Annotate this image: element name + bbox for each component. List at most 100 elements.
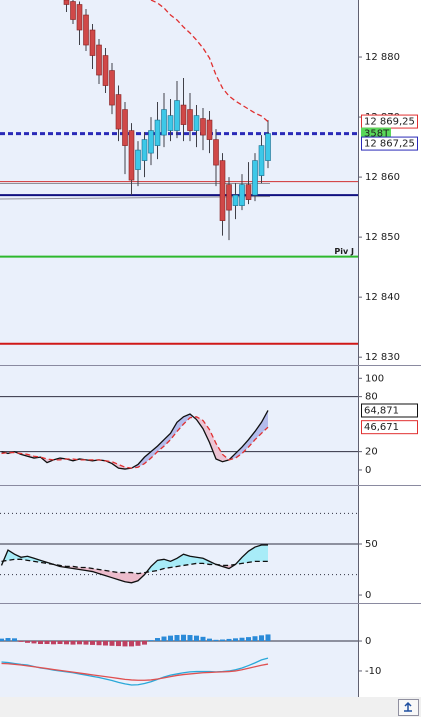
histogram-bar <box>12 638 17 642</box>
histogram-bar <box>83 641 89 645</box>
fill-band <box>255 545 262 562</box>
fill-band <box>157 439 164 452</box>
price-label-box <box>361 136 418 151</box>
series-line <box>150 0 269 123</box>
y-tick-label: 100 <box>365 373 384 384</box>
histogram-bar <box>64 641 69 645</box>
y-tick-label: -10 <box>365 666 381 677</box>
fill-band <box>235 447 242 459</box>
histogram-bar <box>77 641 82 645</box>
candle-body <box>187 109 193 131</box>
candle-body <box>122 109 128 146</box>
y-tick-label: 12 860 <box>365 172 400 183</box>
fill-band <box>157 559 164 571</box>
histogram-bar <box>38 641 43 645</box>
fill-band <box>261 410 268 434</box>
series-line <box>1 662 269 681</box>
fill-band <box>164 433 171 447</box>
histogram-bar <box>252 636 258 642</box>
candle-body <box>245 184 252 200</box>
candle-body <box>154 119 161 146</box>
price-label: 64,871 <box>364 405 399 416</box>
fill-band <box>144 451 151 464</box>
fill-band <box>190 556 197 565</box>
candle-body <box>76 4 83 31</box>
candle-body <box>239 184 245 206</box>
histogram-bar <box>213 639 219 642</box>
candle-body <box>83 14 89 46</box>
histogram-bar <box>109 641 115 646</box>
histogram-bar <box>220 639 225 642</box>
y-tick-label: 80 <box>365 392 378 403</box>
histogram-bar <box>259 635 264 642</box>
histogram-bar <box>148 640 154 642</box>
histogram-bar <box>51 641 56 645</box>
candle-body <box>135 149 141 170</box>
badge-box <box>361 127 391 140</box>
histogram-bar <box>142 641 147 645</box>
histogram-bar <box>103 641 108 646</box>
histogram-bar <box>44 641 50 645</box>
price-label-box <box>361 403 418 418</box>
histogram-bar <box>70 641 76 645</box>
histogram-bar <box>0 638 4 642</box>
candle-body <box>174 100 180 131</box>
histogram-bar <box>239 637 245 642</box>
histogram-bar <box>31 641 37 644</box>
histogram-bar <box>233 638 238 642</box>
candle-body <box>200 118 206 136</box>
histogram-bar <box>161 636 167 642</box>
candle-body <box>258 145 265 176</box>
histogram-bar <box>194 635 199 642</box>
histogram-bar <box>246 637 251 642</box>
histogram-bar <box>181 634 186 642</box>
candle-body <box>193 115 200 131</box>
histogram-bar <box>5 638 11 642</box>
candle-body <box>167 115 174 131</box>
fill-band <box>151 560 158 572</box>
price-label: 12 869,25 <box>364 117 415 128</box>
fill-band <box>203 558 210 565</box>
histogram-bar <box>129 641 134 647</box>
histogram-bar <box>226 638 232 642</box>
histogram-bar <box>265 634 271 642</box>
histogram-bar <box>122 641 128 647</box>
fill-band <box>118 572 125 582</box>
candle-body <box>96 44 102 76</box>
histogram-bar <box>90 641 95 645</box>
fill-band <box>177 416 184 432</box>
fill-band <box>131 572 138 583</box>
scroll-button[interactable] <box>398 699 419 716</box>
series-line <box>1 410 269 470</box>
y-tick-label: 12 830 <box>365 352 400 363</box>
candle-body <box>226 184 232 211</box>
candle-body <box>161 109 167 136</box>
fill-band <box>196 557 203 564</box>
candle-body <box>102 55 109 86</box>
button-icon <box>404 701 412 712</box>
fill-band <box>248 431 255 448</box>
histogram-bar <box>116 641 121 647</box>
fill-band <box>164 559 171 569</box>
y-tick-label: 12 850 <box>365 232 400 243</box>
price-label: 12 867,25 <box>364 139 415 150</box>
fill-band <box>242 439 249 454</box>
histogram-bar <box>207 638 212 642</box>
price-label: 46,671 <box>364 422 399 433</box>
candle-body <box>180 104 187 125</box>
fill-band <box>8 550 15 561</box>
fill-band <box>216 443 223 462</box>
histogram-bar <box>174 635 180 642</box>
fill-band <box>125 572 132 583</box>
histogram-bar <box>187 635 193 642</box>
y-tick-label: 0 <box>365 465 371 476</box>
fill-band <box>151 446 158 459</box>
level-label: Piv J <box>334 247 354 256</box>
y-tick-label: 12 880 <box>365 52 400 63</box>
y-tick-label: 50 <box>365 539 378 550</box>
candle-body <box>70 1 76 20</box>
candle-body <box>141 139 148 161</box>
candle-body <box>115 94 122 130</box>
price-label-box <box>361 420 418 435</box>
candle-body <box>63 0 70 5</box>
